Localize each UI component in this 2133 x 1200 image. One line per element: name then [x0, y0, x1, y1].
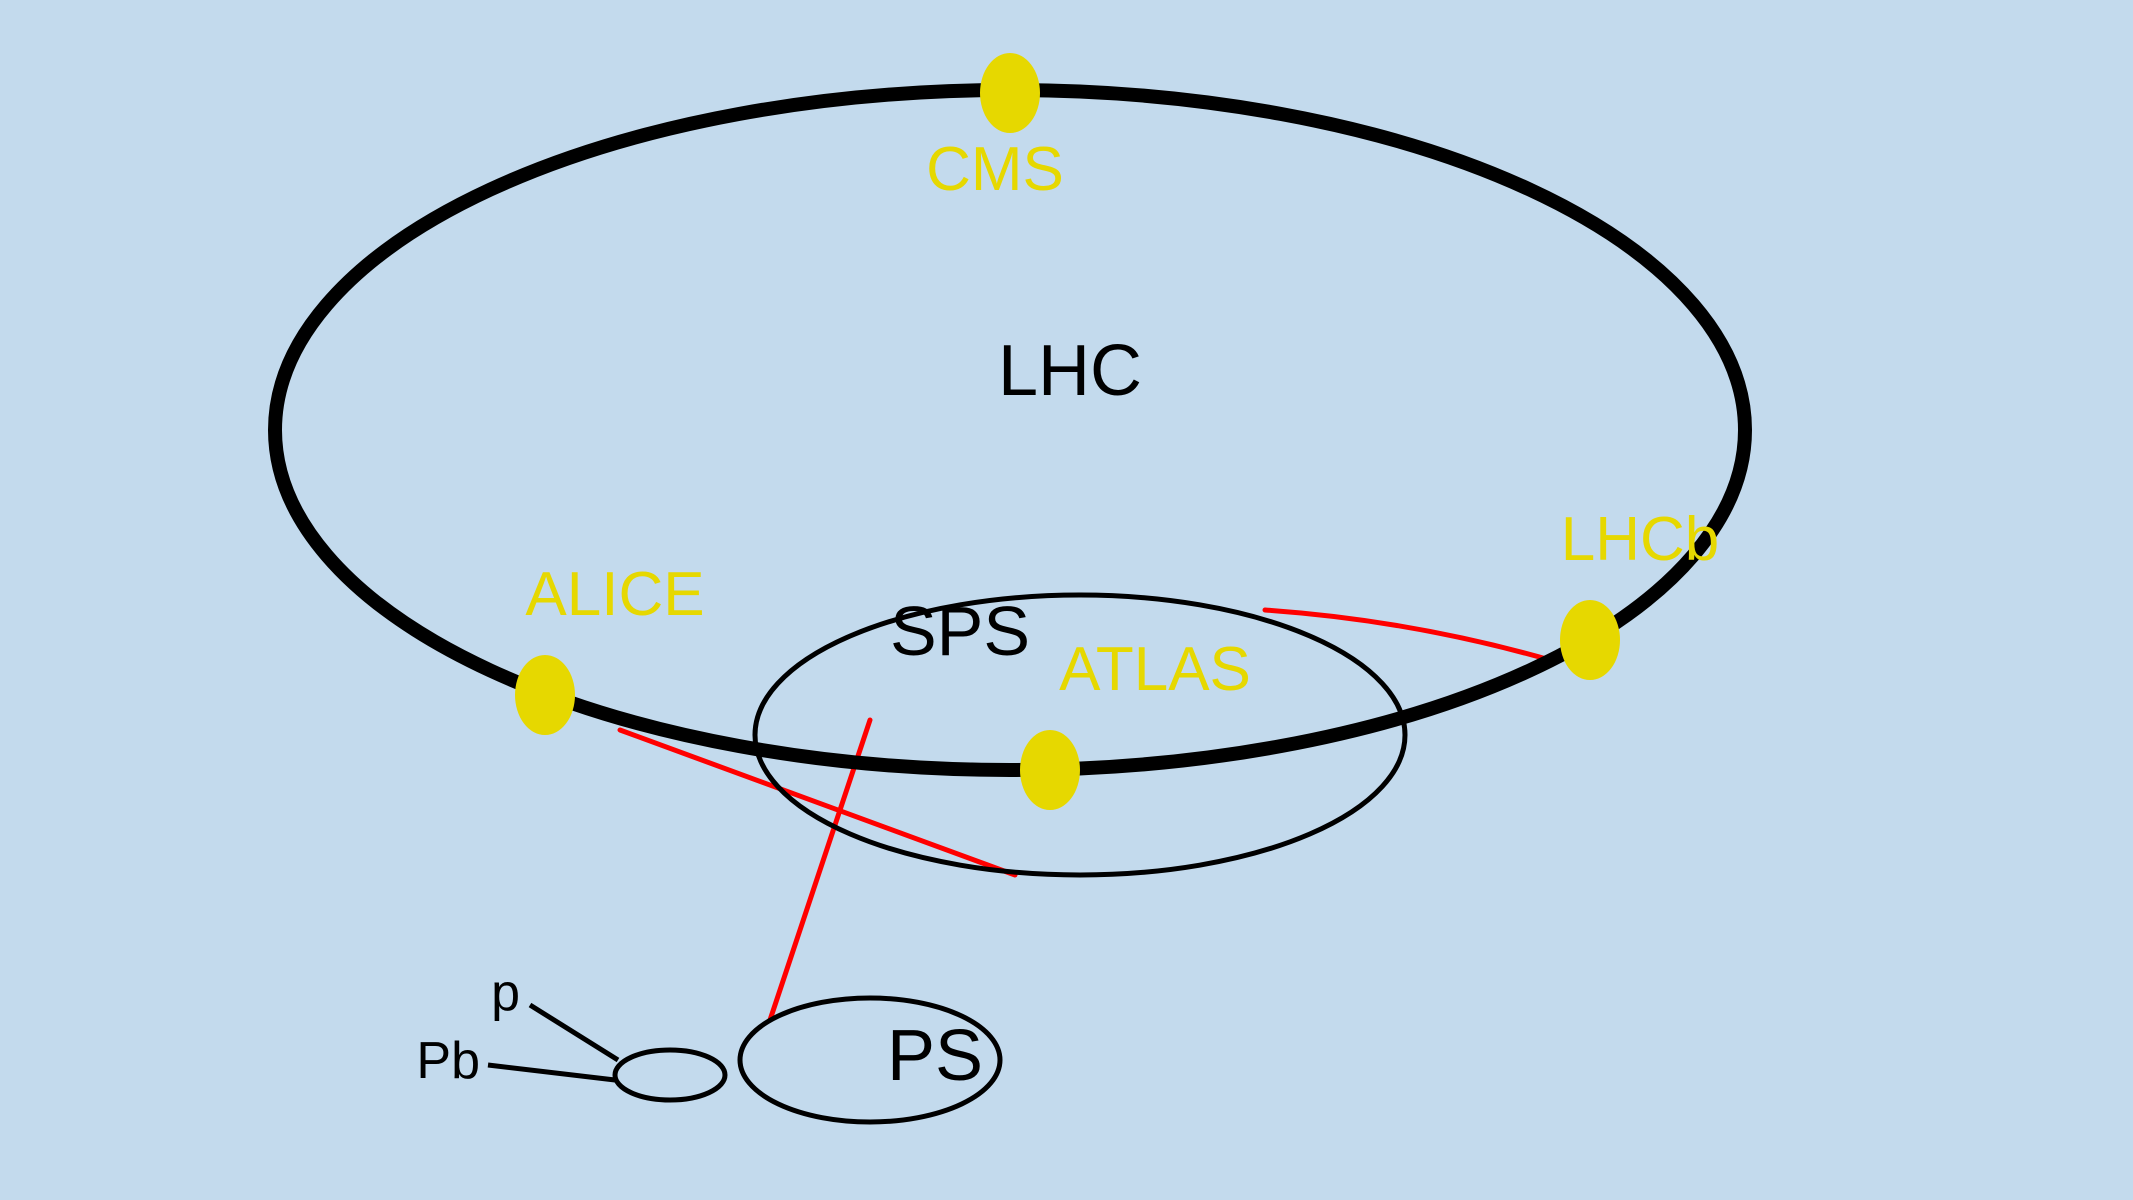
- alice-dot: [515, 655, 575, 735]
- ps-label: PS: [887, 1016, 983, 1096]
- cms-label: CMS: [926, 135, 1064, 204]
- source-label-pb: Pb: [416, 1032, 480, 1090]
- lhcb-label: LHCb: [1561, 505, 1720, 574]
- atlas-label: ATLAS: [1059, 635, 1251, 704]
- lhcb-dot: [1560, 600, 1620, 680]
- source-label-p: p: [491, 964, 520, 1022]
- sps-label: SPS: [890, 592, 1030, 670]
- atlas-dot: [1020, 730, 1080, 810]
- alice-label: ALICE: [525, 560, 704, 629]
- cms-dot: [980, 53, 1040, 133]
- accelerator-diagram: LHC SPS PS pPb CMS ALICE ATLAS LHCb: [0, 0, 2133, 1200]
- lhc-label: LHC: [998, 331, 1142, 411]
- background: [0, 0, 2133, 1200]
